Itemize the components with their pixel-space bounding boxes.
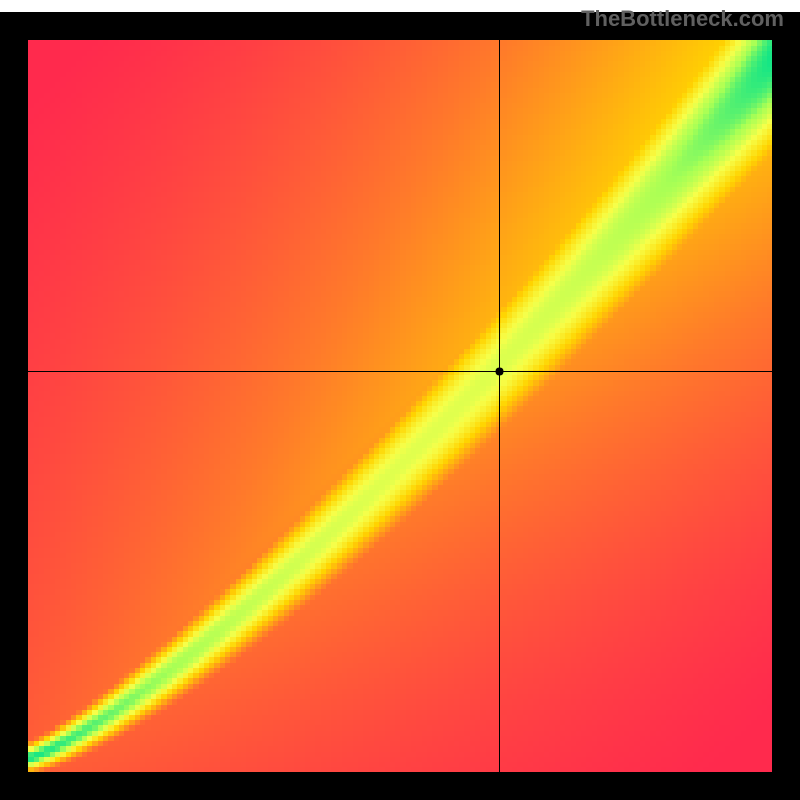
chart-frame xyxy=(0,12,800,800)
bottleneck-heatmap xyxy=(28,40,772,772)
watermark-text: TheBottleneck.com xyxy=(581,6,784,32)
